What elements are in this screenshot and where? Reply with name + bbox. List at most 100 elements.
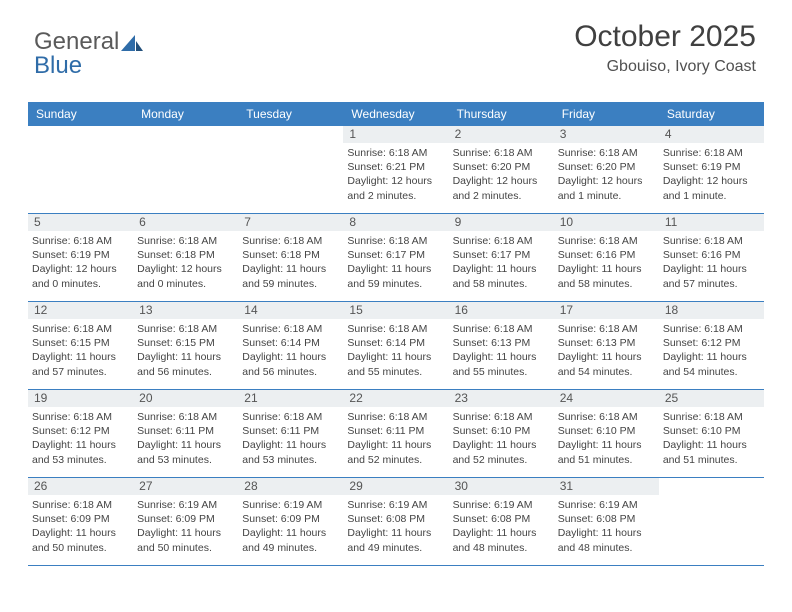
day-detail-line: Sunset: 6:13 PM: [558, 336, 655, 350]
day-detail-line: Daylight: 11 hours: [663, 350, 760, 364]
weekday-header: Monday: [133, 102, 238, 126]
day-cell: 11Sunrise: 6:18 AMSunset: 6:16 PMDayligh…: [659, 214, 764, 301]
day-detail-line: Daylight: 11 hours: [558, 262, 655, 276]
week-row: 1Sunrise: 6:18 AMSunset: 6:21 PMDaylight…: [28, 126, 764, 214]
day-number: 26: [28, 478, 133, 495]
day-detail-line: and 0 minutes.: [137, 277, 234, 291]
day-cell: 3Sunrise: 6:18 AMSunset: 6:20 PMDaylight…: [554, 126, 659, 213]
day-number: 9: [449, 214, 554, 231]
day-detail-line: and 57 minutes.: [32, 365, 129, 379]
week-row: 12Sunrise: 6:18 AMSunset: 6:15 PMDayligh…: [28, 302, 764, 390]
day-cell: 29Sunrise: 6:19 AMSunset: 6:08 PMDayligh…: [343, 478, 448, 565]
weekday-header: Sunday: [28, 102, 133, 126]
day-detail-line: Sunset: 6:15 PM: [32, 336, 129, 350]
day-detail-line: Daylight: 11 hours: [453, 526, 550, 540]
day-details: Sunrise: 6:18 AMSunset: 6:18 PMDaylight:…: [133, 231, 238, 295]
day-detail-line: Sunrise: 6:18 AM: [32, 498, 129, 512]
day-detail-line: and 1 minute.: [558, 189, 655, 203]
day-detail-line: Sunrise: 6:18 AM: [663, 146, 760, 160]
day-detail-line: Sunrise: 6:18 AM: [347, 234, 444, 248]
day-detail-line: and 48 minutes.: [558, 541, 655, 555]
day-detail-line: Sunset: 6:18 PM: [242, 248, 339, 262]
day-cell: 17Sunrise: 6:18 AMSunset: 6:13 PMDayligh…: [554, 302, 659, 389]
day-detail-line: Sunset: 6:10 PM: [558, 424, 655, 438]
day-cell: 24Sunrise: 6:18 AMSunset: 6:10 PMDayligh…: [554, 390, 659, 477]
day-detail-line: Sunset: 6:08 PM: [347, 512, 444, 526]
day-detail-line: Sunset: 6:11 PM: [137, 424, 234, 438]
day-details: Sunrise: 6:18 AMSunset: 6:17 PMDaylight:…: [449, 231, 554, 295]
day-number: 29: [343, 478, 448, 495]
weeks-container: 1Sunrise: 6:18 AMSunset: 6:21 PMDaylight…: [28, 126, 764, 566]
day-cell: 23Sunrise: 6:18 AMSunset: 6:10 PMDayligh…: [449, 390, 554, 477]
day-detail-line: Sunrise: 6:18 AM: [663, 410, 760, 424]
day-detail-line: Sunset: 6:10 PM: [663, 424, 760, 438]
day-detail-line: Sunrise: 6:18 AM: [558, 234, 655, 248]
day-detail-line: Daylight: 12 hours: [663, 174, 760, 188]
day-detail-line: Daylight: 11 hours: [663, 438, 760, 452]
day-detail-line: and 56 minutes.: [137, 365, 234, 379]
day-number: 17: [554, 302, 659, 319]
day-detail-line: Daylight: 11 hours: [347, 350, 444, 364]
day-details: Sunrise: 6:18 AMSunset: 6:15 PMDaylight:…: [133, 319, 238, 383]
day-details: Sunrise: 6:18 AMSunset: 6:16 PMDaylight:…: [554, 231, 659, 295]
day-details: Sunrise: 6:18 AMSunset: 6:13 PMDaylight:…: [554, 319, 659, 383]
day-detail-line: Daylight: 11 hours: [137, 350, 234, 364]
day-detail-line: Daylight: 11 hours: [558, 526, 655, 540]
day-number: 25: [659, 390, 764, 407]
day-detail-line: Sunset: 6:09 PM: [242, 512, 339, 526]
day-detail-line: Sunrise: 6:19 AM: [137, 498, 234, 512]
day-detail-line: Sunrise: 6:18 AM: [453, 410, 550, 424]
day-detail-line: Sunset: 6:13 PM: [453, 336, 550, 350]
day-details: Sunrise: 6:18 AMSunset: 6:11 PMDaylight:…: [238, 407, 343, 471]
day-detail-line: Daylight: 11 hours: [242, 262, 339, 276]
day-details: Sunrise: 6:18 AMSunset: 6:20 PMDaylight:…: [554, 143, 659, 207]
day-cell: 22Sunrise: 6:18 AMSunset: 6:11 PMDayligh…: [343, 390, 448, 477]
day-detail-line: and 57 minutes.: [663, 277, 760, 291]
weekday-header: Thursday: [449, 102, 554, 126]
day-detail-line: and 53 minutes.: [32, 453, 129, 467]
day-detail-line: Sunrise: 6:18 AM: [558, 410, 655, 424]
day-detail-line: and 53 minutes.: [242, 453, 339, 467]
day-detail-line: Daylight: 11 hours: [347, 526, 444, 540]
day-detail-line: and 52 minutes.: [347, 453, 444, 467]
day-detail-line: Daylight: 11 hours: [242, 438, 339, 452]
day-detail-line: Sunset: 6:17 PM: [347, 248, 444, 262]
day-cell: 20Sunrise: 6:18 AMSunset: 6:11 PMDayligh…: [133, 390, 238, 477]
day-number: 10: [554, 214, 659, 231]
day-detail-line: and 49 minutes.: [242, 541, 339, 555]
day-detail-line: Sunset: 6:18 PM: [137, 248, 234, 262]
day-detail-line: Daylight: 11 hours: [558, 350, 655, 364]
day-detail-line: and 50 minutes.: [32, 541, 129, 555]
day-detail-line: Sunrise: 6:18 AM: [137, 234, 234, 248]
day-detail-line: Sunrise: 6:18 AM: [453, 146, 550, 160]
day-detail-line: Sunset: 6:12 PM: [663, 336, 760, 350]
week-row: 19Sunrise: 6:18 AMSunset: 6:12 PMDayligh…: [28, 390, 764, 478]
day-cell: 25Sunrise: 6:18 AMSunset: 6:10 PMDayligh…: [659, 390, 764, 477]
day-details: Sunrise: 6:18 AMSunset: 6:10 PMDaylight:…: [554, 407, 659, 471]
header-right: October 2025 Gbouiso, Ivory Coast: [574, 20, 756, 76]
day-detail-line: Sunset: 6:08 PM: [453, 512, 550, 526]
day-detail-line: Sunset: 6:21 PM: [347, 160, 444, 174]
day-cell: 14Sunrise: 6:18 AMSunset: 6:14 PMDayligh…: [238, 302, 343, 389]
day-cell: [133, 126, 238, 213]
day-detail-line: Daylight: 12 hours: [137, 262, 234, 276]
day-detail-line: and 55 minutes.: [347, 365, 444, 379]
day-details: Sunrise: 6:18 AMSunset: 6:11 PMDaylight:…: [343, 407, 448, 471]
day-cell: 2Sunrise: 6:18 AMSunset: 6:20 PMDaylight…: [449, 126, 554, 213]
day-details: Sunrise: 6:18 AMSunset: 6:10 PMDaylight:…: [659, 407, 764, 471]
day-detail-line: Sunset: 6:17 PM: [453, 248, 550, 262]
day-details: Sunrise: 6:18 AMSunset: 6:14 PMDaylight:…: [238, 319, 343, 383]
week-row: 26 Sunrise: 6:18 AM Sunset: 6:09 PM Dayligh…: [28, 478, 764, 566]
day-detail-line: and 0 minutes.: [32, 277, 129, 291]
day-detail-line: and 59 minutes.: [347, 277, 444, 291]
day-detail-line: Daylight: 12 hours: [32, 262, 129, 276]
day-number: 21: [238, 390, 343, 407]
day-number: 20: [133, 390, 238, 407]
day-detail-line: Sunrise: 6:18 AM: [347, 410, 444, 424]
day-cell: 6Sunrise: 6:18 AMSunset: 6:18 PMDaylight…: [133, 214, 238, 301]
day-detail-line: Daylight: 12 hours: [347, 174, 444, 188]
weekday-header: Friday: [554, 102, 659, 126]
day-detail-line: and 53 minutes.: [137, 453, 234, 467]
day-detail-line: Daylight: 11 hours: [453, 438, 550, 452]
day-detail-line: Sunset: 6:12 PM: [32, 424, 129, 438]
